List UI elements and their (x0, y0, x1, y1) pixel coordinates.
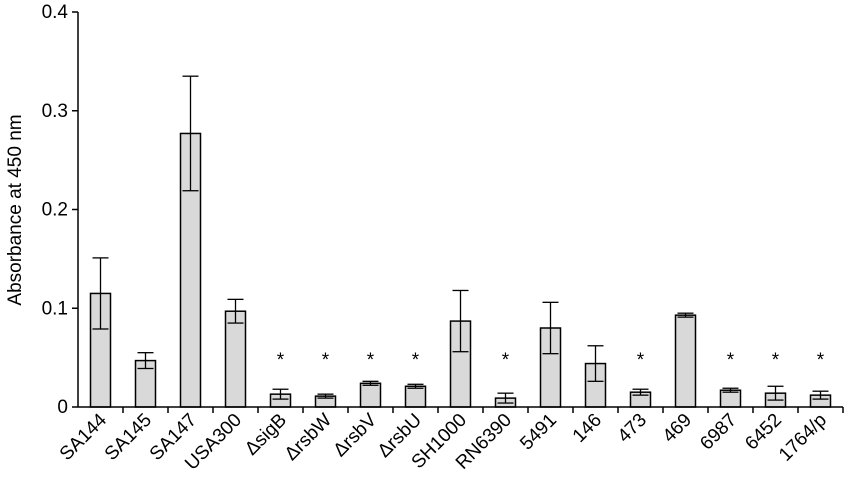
bar (404, 385, 427, 408)
significance-asterisk: * (412, 350, 420, 371)
bar (224, 310, 247, 408)
bar (674, 314, 697, 408)
x-category-label: 1764/p (775, 410, 831, 466)
y-tick-label: 0 (57, 397, 68, 418)
y-axis-title: Absorbance at 450 nm (5, 114, 26, 305)
bar (359, 382, 382, 408)
x-category-label: 5491 (516, 410, 561, 455)
significance-asterisk: * (817, 350, 825, 371)
y-tick-label: 0.1 (42, 298, 68, 319)
x-category-label: 473 (614, 410, 651, 447)
significance-asterisk: * (772, 350, 780, 371)
significance-asterisk: * (277, 350, 285, 371)
significance-asterisk: * (367, 350, 375, 371)
x-category-label: SA145 (101, 410, 156, 465)
significance-group: * * * * * * * * * (277, 350, 825, 371)
significance-asterisk: * (637, 350, 645, 371)
x-category-label: 6987 (696, 410, 741, 455)
significance-asterisk: * (322, 350, 330, 371)
x-category-label: 469 (659, 410, 696, 447)
significance-asterisk: * (727, 350, 735, 371)
significance-asterisk: * (502, 350, 510, 371)
x-axis: SA144SA145SA147USA300ΔsigBΔrsbWΔrsbVΔrsb… (56, 406, 844, 475)
x-category-label: 146 (569, 410, 606, 447)
x-category-label: ΔrsbV (330, 409, 382, 461)
y-tick-label: 0.3 (42, 101, 68, 122)
bars-group (89, 132, 832, 408)
y-tick-label: 0.2 (42, 200, 68, 221)
y-tick-label: 0.4 (42, 2, 69, 23)
x-category-label: ΔrsbW (281, 410, 336, 465)
error-bars-group (92, 75, 829, 404)
y-axis: 0 0.1 0.2 0.3 0.4 (42, 2, 79, 418)
